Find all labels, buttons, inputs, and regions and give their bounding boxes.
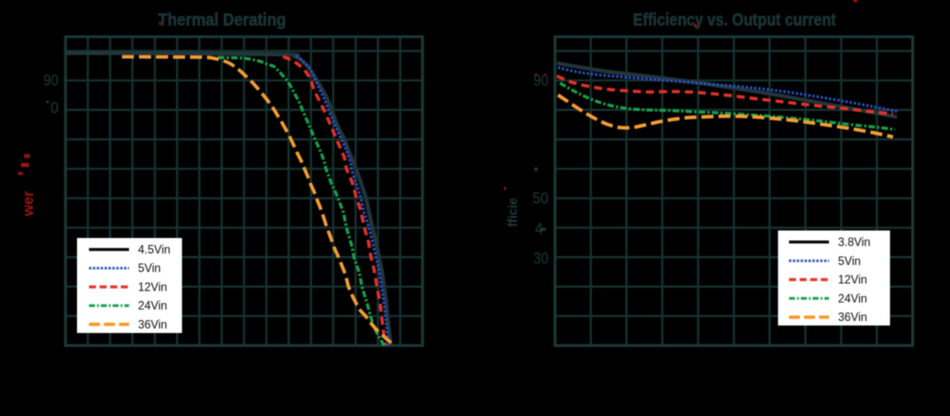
svg-text:4.5Vin: 4.5Vin [138, 245, 170, 257]
svg-text:Thermal Derating: Thermal Derating [158, 10, 286, 30]
svg-text:36Vin: 36Vin [838, 312, 867, 324]
svg-text:36Vin: 36Vin [138, 319, 167, 331]
svg-text:30: 30 [534, 251, 549, 268]
svg-text:12Vin: 12Vin [138, 282, 167, 294]
svg-text:5Vin: 5Vin [838, 256, 861, 268]
svg-text:12Vin: 12Vin [838, 275, 867, 287]
svg-text:90: 90 [534, 73, 549, 90]
svg-text:24Vin: 24Vin [838, 293, 867, 305]
svg-text:3.8Vin: 3.8Vin [838, 237, 870, 249]
svg-text:5Vin: 5Vin [138, 263, 161, 275]
svg-text:4: 4 [535, 221, 543, 238]
svg-text:50: 50 [533, 191, 549, 208]
svg-text:wer: wer [21, 191, 37, 217]
svg-text:Efficiency vs. Output current: Efficiency vs. Output current [633, 10, 836, 30]
svg-text:24Vin: 24Vin [138, 301, 167, 313]
svg-text:90: 90 [44, 73, 59, 90]
svg-text:fficie: fficie [506, 198, 520, 227]
svg-text:0: 0 [51, 100, 59, 117]
